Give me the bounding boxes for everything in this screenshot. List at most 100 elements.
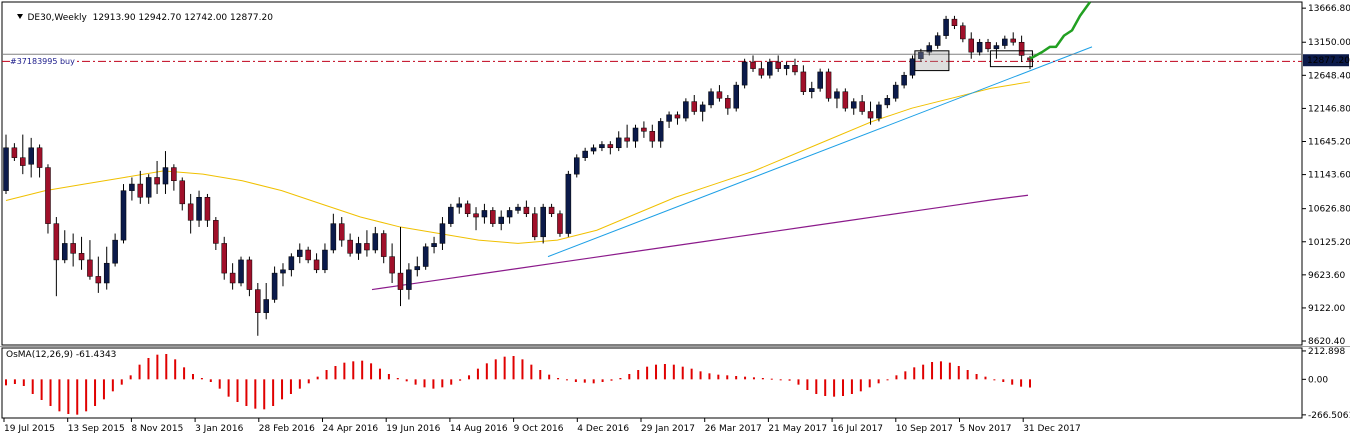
oscillator-bar [432,379,435,389]
date-tick-label: 21 May 2017 [768,424,827,434]
oscillator-bar [503,356,506,380]
moving-average-short [5,81,1031,244]
oscillator-bar [183,367,186,380]
trendline[interactable] [547,46,1093,258]
candle-body [523,206,530,214]
oscillator-bar [886,379,889,381]
order-label[interactable]: #37183995 buy [10,57,75,66]
candle-body [145,177,152,198]
ohlc-readout: 12913.90 12942.70 12742.00 12877.20 [92,13,273,23]
oscillator-bar [699,371,702,380]
candle-body [313,259,320,271]
oscillator-bar [1002,379,1005,382]
oscillator-bar [752,377,755,380]
osc-tick-label: -266.5061 [1308,411,1350,421]
oscillator-bar [975,374,978,380]
candle-body [53,223,60,261]
oscillator-bar [396,378,399,380]
oscillator-bar [58,379,61,412]
oscillator-bar [681,366,684,380]
oscillator-bar [797,379,800,385]
highlight-box[interactable] [914,50,950,72]
oscillator-bar [111,379,114,392]
candle-body [3,147,9,191]
oscillator-bar [744,376,747,380]
date-tick-label: 8 Nov 2015 [131,424,183,434]
candle-body [61,243,68,261]
price-tick-label: 10125.20 [1308,238,1350,248]
oscillator-bar [289,379,292,394]
oscillator-bar [672,364,675,380]
date-tick-label: 28 Feb 2016 [259,424,315,434]
oscillator-bar [76,379,79,415]
candle-body [431,243,437,247]
candle-body [87,259,93,277]
oscillator-bar [539,370,542,380]
date-tick-label: 26 Mar 2017 [705,424,762,434]
oscillator-bar [619,378,622,380]
oscillator-bar [378,368,381,380]
forecast-path[interactable] [1029,1,1092,60]
oscillator-bar [49,379,52,406]
oscillator-bar [806,379,809,390]
candle-body [330,223,337,251]
candle-body [641,127,647,132]
oscillator-bar [120,379,123,385]
candle-body [20,157,26,166]
oscillator-bar [931,362,934,380]
oscillator-bar [307,379,310,384]
candle-body [45,167,51,224]
oscillator-bar [450,379,453,385]
oscillator-bar [165,354,168,380]
candle-body [406,269,412,290]
oscillator-bar [761,378,764,380]
candle-body [540,206,546,238]
oscillator-bar [343,362,346,380]
candle-body [322,249,328,271]
candle-body [666,114,672,122]
candle-body [683,101,689,119]
candle-body [280,269,286,274]
candle-body [775,61,781,69]
candle-body [36,147,43,168]
oscillator-bar [530,364,533,380]
oscillator-bar [993,379,996,381]
oscillator-bar [815,379,818,394]
oscillator-bar [227,379,230,397]
candle-body [490,210,496,224]
candle-body [372,233,379,251]
price-tick-label: 11143.60 [1308,171,1350,181]
candle-body [708,91,714,106]
candle-body [439,223,446,244]
date-tick-label: 29 Jan 2017 [641,424,695,434]
symbol-timeframe: DE30,Weekly [27,13,87,23]
candle-body [909,58,916,76]
candle-body [221,243,227,274]
oscillator-bar [913,367,916,380]
oscillator-bar [1029,379,1031,388]
oscillator-bar [94,379,97,406]
oscillator-bar [441,379,444,388]
oscillator-bar [245,379,248,406]
oscillator-bar [868,379,871,388]
candle-body [809,88,815,92]
date-tick-label: 19 Jun 2016 [386,424,440,434]
date-tick-label: 5 Nov 2017 [960,424,1012,434]
candle-body [825,71,832,99]
candle-body [129,183,135,191]
oscillator-bar [13,379,16,384]
candle-body [448,206,454,224]
candle-body [657,121,664,142]
candle-body [481,210,488,218]
candle-body [364,243,370,251]
price-tick-label: 10626.80 [1308,205,1350,215]
date-tick-label: 19 Jul 2015 [4,424,55,434]
oscillator-bar [1011,379,1014,385]
oscillator-bar [476,368,479,380]
candle-body [557,213,563,234]
chevron-down-icon[interactable] [17,14,24,19]
oscillator-bar [494,359,497,380]
oscillator-bar [209,379,212,382]
